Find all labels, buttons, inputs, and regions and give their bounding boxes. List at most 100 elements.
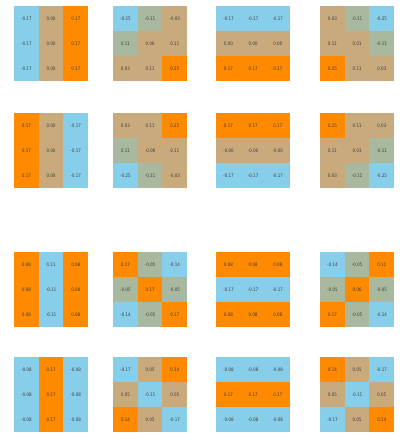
grid-cell: 0.25 xyxy=(162,113,187,138)
grid-cell: -0.00 xyxy=(240,138,266,163)
grid-cell: 0.11 xyxy=(38,252,64,277)
grid-cell: 0.11 xyxy=(320,31,345,56)
grid-cell: -0.06 xyxy=(137,138,163,163)
value-grid: -0.25 -0.11 -0.03 0.11 0.06 0.11 0.03 0.11 0.25 xyxy=(113,6,187,81)
grid-cell: 0.17 xyxy=(63,31,88,56)
grid-cell: -0.11 xyxy=(344,163,370,188)
value-grid: 0.17 0.17 0.17 -0.00 -0.00 -0.00 -0.17 -0.17 -0.… xyxy=(216,113,290,188)
grid-cell: -0.08 xyxy=(63,357,88,382)
grid-cell: 0.17 xyxy=(14,138,39,163)
grid-cell: -0.11 xyxy=(344,6,370,31)
grid-cell: 0.11 xyxy=(162,31,187,56)
grid-cell: -0.14 xyxy=(320,252,345,277)
grid-cell: 0.14 xyxy=(162,357,187,382)
grid-cell: 0.17 xyxy=(38,407,64,432)
grid-cell: 0.03 xyxy=(320,163,345,188)
grid-cell: 0.00 xyxy=(38,163,64,188)
grid-cell: -0.08 xyxy=(216,407,241,432)
value-grid: 0.25 0.11 0.03 0.11 0.03 -0.11 0.03 -0.11 -0.25 xyxy=(320,113,394,188)
grid-cell: -0.11 xyxy=(344,382,370,407)
grid-cell: -0.25 xyxy=(369,6,394,31)
grid-cell: 0.11 xyxy=(320,138,345,163)
value-grid: -0.08 -0.08 -0.08 0.17 0.17 0.17 -0.08 -0.08 -0.… xyxy=(216,357,290,432)
grid-cell: -0.17 xyxy=(216,163,241,188)
grid-cell: 0.11 xyxy=(137,56,163,81)
grid-cell: -0.08 xyxy=(63,382,88,407)
grid-cell: -0.17 xyxy=(240,163,266,188)
grid-cell: 0.11 xyxy=(113,31,138,56)
grid-cell: -0.08 xyxy=(265,407,290,432)
value-grid: 0.08 0.11 0.08 0.08 -0.11 0.08 0.08 -0.11 0.08 xyxy=(14,252,88,327)
grid-cell: 0.17 xyxy=(265,382,290,407)
grid-cell: 0.08 xyxy=(216,302,241,327)
grid-cell: -0.03 xyxy=(162,6,187,31)
grid-cell: 0.08 xyxy=(240,302,266,327)
grid-cell: -0.11 xyxy=(137,382,163,407)
grid-cell: 0.17 xyxy=(240,382,266,407)
grid-cell: 0.17 xyxy=(14,163,39,188)
grid-cell: 0.17 xyxy=(137,277,163,302)
grid-cell: 0.03 xyxy=(320,6,345,31)
grid-cell: -0.17 xyxy=(63,138,88,163)
grid-cell: -0.14 xyxy=(162,252,187,277)
grid-cell: -0.05 xyxy=(162,277,187,302)
grid-cell: -0.17 xyxy=(216,6,241,31)
value-grid: -0.17 0.05 0.14 0.05 -0.11 0.05 0.14 0.05 -0.17 xyxy=(113,357,187,432)
grid-cell: 0.14 xyxy=(320,357,345,382)
grid-cell: 0.17 xyxy=(14,113,39,138)
grid-cell: 0.05 xyxy=(137,357,163,382)
grid-cell: 0.11 xyxy=(369,252,394,277)
grid-cell: -0.08 xyxy=(14,357,39,382)
grid-cell: 0.05 xyxy=(320,382,345,407)
grid-cell: 0.05 xyxy=(113,382,138,407)
grid-cell: -0.17 xyxy=(216,277,241,302)
grid-cell: -0.03 xyxy=(162,163,187,188)
grid-cell: 0.05 xyxy=(344,407,370,432)
grid-cell: 0.08 xyxy=(240,252,266,277)
grid-cell: 0.00 xyxy=(265,31,290,56)
grid-cell: 0.11 xyxy=(113,138,138,163)
grid-cell: 0.05 xyxy=(344,357,370,382)
grid-cell: -0.05 xyxy=(320,277,345,302)
grid-cell: 0.08 xyxy=(265,252,290,277)
value-grid: -0.14 -0.05 0.11 -0.05 0.06 -0.05 0.17 -0.05 -0.… xyxy=(320,252,394,327)
grid-cell: -0.08 xyxy=(240,407,266,432)
value-grid: 0.03 -0.11 -0.25 0.11 0.01 -0.11 0.25 0.11 0.03 xyxy=(320,6,394,81)
grid-cell: 0.06 xyxy=(137,31,163,56)
value-grid: 0.17 0.00 -0.17 0.17 0.00 -0.17 0.17 0.00 -0.17 xyxy=(14,113,88,188)
grid-cell: -0.17 xyxy=(240,277,266,302)
grid-cell: -0.17 xyxy=(265,277,290,302)
grid-cell: 0.00 xyxy=(38,6,64,31)
grid-cell: 0.17 xyxy=(320,302,345,327)
grid-cell: 0.08 xyxy=(63,302,88,327)
grid-cell: 0.17 xyxy=(265,56,290,81)
grid-cell: 0.08 xyxy=(63,277,88,302)
grid-cell: 0.14 xyxy=(113,407,138,432)
grid-cell: -0.11 xyxy=(38,302,64,327)
grid-cell: 0.14 xyxy=(369,407,394,432)
grid-cell: 0.25 xyxy=(162,56,187,81)
grid-cell: -0.05 xyxy=(113,277,138,302)
grid-cell: -0.17 xyxy=(63,163,88,188)
value-grid: -0.08 0.17 -0.08 -0.08 0.17 -0.08 -0.08 0.17 -0.… xyxy=(14,357,88,432)
grid-cell: -0.17 xyxy=(265,163,290,188)
grid-cell: -0.14 xyxy=(113,302,138,327)
grid-cell: -0.11 xyxy=(369,138,394,163)
grid-cell: 0.03 xyxy=(369,56,394,81)
grid-cell: 0.11 xyxy=(162,138,187,163)
grid-cell: -0.25 xyxy=(113,163,138,188)
grid-cell: 0.00 xyxy=(216,31,241,56)
value-grid: -0.17 0.00 0.17 -0.17 0.00 0.17 -0.17 0.00 0.17 xyxy=(14,6,88,81)
grid-cell: -0.11 xyxy=(369,31,394,56)
grid-cell: -0.08 xyxy=(14,382,39,407)
grid-cell: -0.11 xyxy=(137,6,163,31)
grid-cell: 0.17 xyxy=(265,113,290,138)
grid-cell: 0.11 xyxy=(344,113,370,138)
grid-cell: 0.03 xyxy=(369,113,394,138)
grid-cell: 0.25 xyxy=(320,113,345,138)
grid-cell: 0.00 xyxy=(38,138,64,163)
grid-cell: 0.05 xyxy=(369,382,394,407)
grid-cell: 0.00 xyxy=(38,31,64,56)
grid-cell: -0.08 xyxy=(265,357,290,382)
grid-cell: -0.17 xyxy=(240,6,266,31)
